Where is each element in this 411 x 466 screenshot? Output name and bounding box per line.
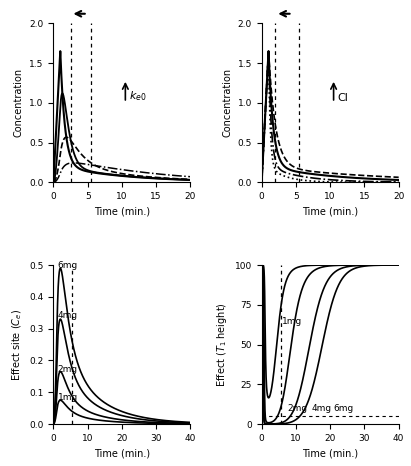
- Y-axis label: Effect site ($C_e$): Effect site ($C_e$): [10, 308, 24, 381]
- X-axis label: Time (min.): Time (min.): [302, 448, 358, 459]
- Text: 4mg: 4mg: [58, 311, 78, 321]
- Y-axis label: Effect ($T_1$ height): Effect ($T_1$ height): [215, 302, 229, 387]
- Text: 1mg: 1mg: [58, 393, 78, 403]
- X-axis label: Time (min.): Time (min.): [302, 206, 358, 217]
- Text: 2mg: 2mg: [58, 365, 78, 374]
- Text: Cl: Cl: [337, 93, 348, 103]
- Text: 6mg: 6mg: [334, 404, 354, 413]
- Y-axis label: Concentration: Concentration: [14, 68, 24, 137]
- X-axis label: Time (min.): Time (min.): [94, 448, 150, 459]
- X-axis label: Time (min.): Time (min.): [94, 206, 150, 217]
- Y-axis label: Concentration: Concentration: [222, 68, 232, 137]
- Text: $k_{e0}$: $k_{e0}$: [129, 89, 146, 103]
- Text: 2mg: 2mg: [287, 404, 307, 413]
- Text: 6mg: 6mg: [58, 260, 78, 269]
- Text: 1mg: 1mg: [282, 317, 302, 326]
- Text: 4mg: 4mg: [312, 404, 331, 413]
